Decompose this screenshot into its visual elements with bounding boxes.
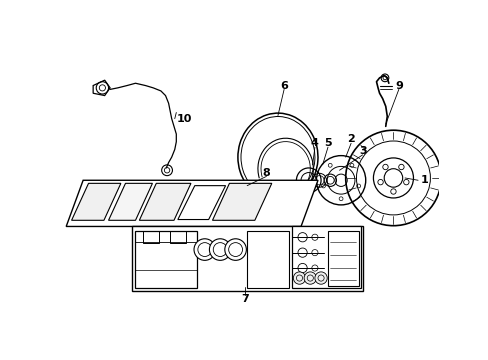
Polygon shape <box>131 226 362 291</box>
Polygon shape <box>71 183 121 220</box>
Polygon shape <box>66 180 317 226</box>
Polygon shape <box>212 183 271 220</box>
Text: 4: 4 <box>310 138 318 148</box>
Text: 2: 2 <box>346 134 354 144</box>
Text: 1: 1 <box>420 175 427 185</box>
Text: 5: 5 <box>324 138 331 148</box>
Text: 9: 9 <box>394 81 402 91</box>
Polygon shape <box>93 80 110 95</box>
Circle shape <box>304 272 316 284</box>
Polygon shape <box>135 231 197 288</box>
Circle shape <box>194 239 215 260</box>
Circle shape <box>224 239 246 260</box>
Text: 6: 6 <box>280 81 287 91</box>
Text: 8: 8 <box>262 167 270 177</box>
Circle shape <box>293 272 305 284</box>
Polygon shape <box>139 183 190 220</box>
Text: 7: 7 <box>241 294 248 304</box>
Text: 10: 10 <box>176 114 191 123</box>
Polygon shape <box>108 183 152 220</box>
Circle shape <box>314 272 326 284</box>
Polygon shape <box>178 186 225 220</box>
Circle shape <box>209 239 230 260</box>
Text: 3: 3 <box>358 146 366 156</box>
Polygon shape <box>291 226 360 288</box>
Polygon shape <box>246 231 289 288</box>
Polygon shape <box>327 231 358 286</box>
